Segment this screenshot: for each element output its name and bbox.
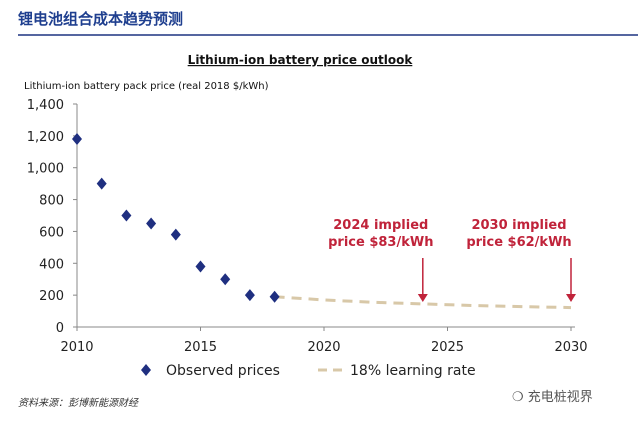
y-tick-label: 0 — [56, 321, 64, 336]
observed-price-point — [170, 228, 181, 241]
observed-price-point — [220, 273, 231, 286]
y-tick-label: 600 — [39, 225, 64, 240]
x-tick-label: 2025 — [431, 340, 464, 355]
y-tick-label: 800 — [39, 194, 64, 209]
observed-price-point — [72, 133, 82, 146]
annotation-label: price $62/kWh — [466, 235, 571, 250]
observed-price-point — [146, 217, 157, 230]
wechat-icon: ❍ — [512, 390, 528, 405]
chart-title: Lithium-ion battery price outlook — [188, 53, 414, 67]
annotation-arrowhead — [566, 294, 576, 302]
annotation-arrowhead — [417, 294, 428, 302]
y-tick-label: 400 — [39, 257, 64, 272]
annotation-label: 2030 implied — [471, 218, 566, 233]
source-note: 资料来源：彭博新能源财经 — [18, 398, 138, 409]
header-divider — [18, 34, 638, 36]
annotation-label: 2024 implied — [333, 218, 428, 233]
observed-price-point — [244, 289, 255, 302]
y-tick-label: 1,200 — [27, 130, 64, 145]
learning-rate-line — [274, 295, 572, 310]
legend-observed-marker — [141, 364, 151, 376]
observed-price-point — [121, 209, 132, 222]
x-tick-label: 2020 — [307, 340, 340, 355]
annotation-label: price $83/kWh — [328, 235, 433, 250]
x-tick-label: 2030 — [554, 340, 587, 355]
y-axis-label: Lithium-ion battery pack price (real 201… — [24, 81, 269, 92]
y-tick-label: 1,000 — [27, 162, 64, 177]
watermark-text: 充电桩视界 — [527, 390, 593, 405]
observed-price-point — [195, 260, 206, 273]
observed-price-point — [269, 290, 280, 303]
y-tick-label: 1,400 — [27, 98, 64, 113]
y-tick-label: 200 — [39, 289, 64, 304]
legend-learning-label: 18% learning rate — [350, 363, 476, 379]
x-tick-label: 2010 — [60, 340, 93, 355]
observed-price-point — [96, 177, 107, 190]
x-tick-label: 2015 — [184, 340, 217, 355]
watermark: ❍ 充电桩视界 — [512, 386, 593, 405]
page-title: 锂电池组合成本趋势预测 — [18, 10, 184, 28]
legend-observed-label: Observed prices — [166, 363, 280, 379]
